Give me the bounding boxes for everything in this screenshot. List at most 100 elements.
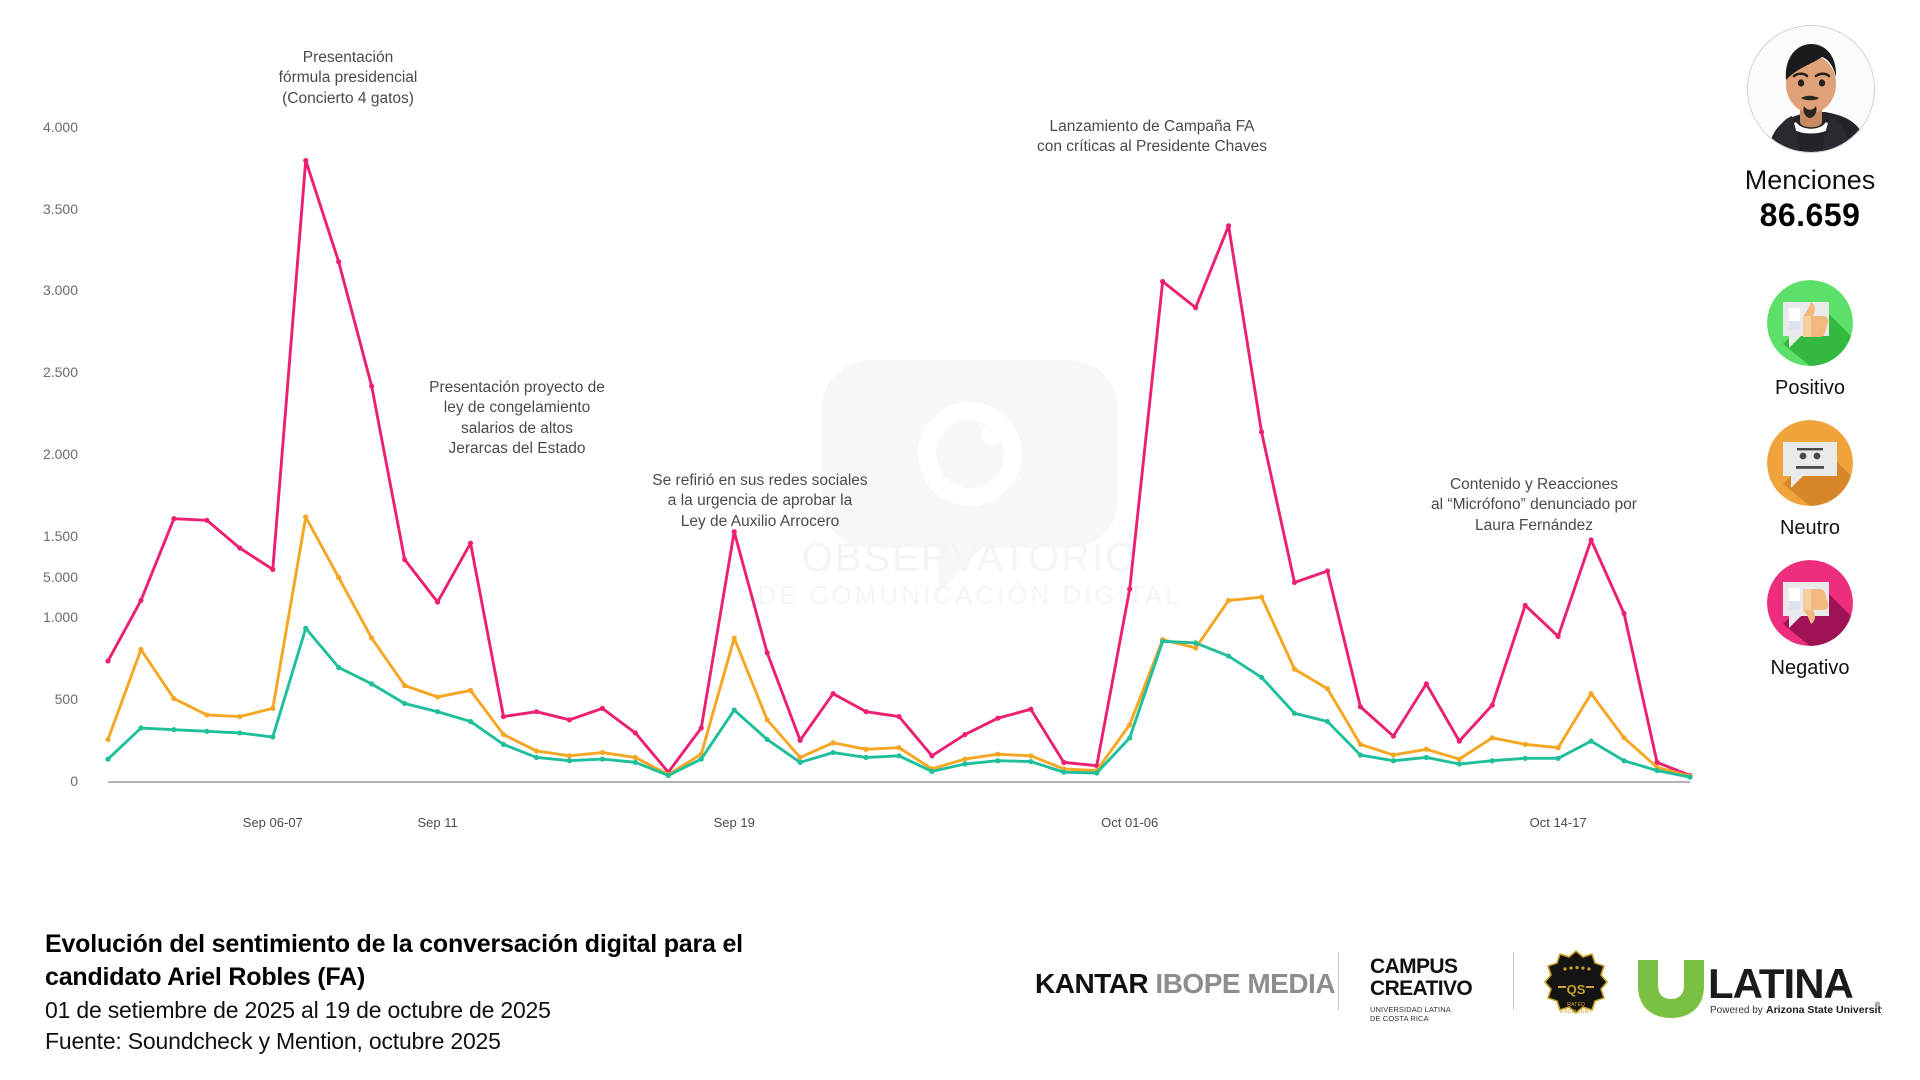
ulatina-logo: LATINA Powered by Arizona State Universi… bbox=[1632, 958, 1887, 1025]
data-point bbox=[1160, 638, 1166, 644]
data-point bbox=[1522, 602, 1528, 608]
data-point bbox=[863, 709, 869, 715]
data-point bbox=[1225, 597, 1232, 604]
data-point bbox=[797, 737, 803, 743]
logo-divider-2 bbox=[1513, 952, 1514, 1010]
data-point bbox=[533, 754, 540, 761]
data-point bbox=[138, 646, 144, 653]
y-axis-tick-label: 1.000 bbox=[42, 609, 78, 626]
y-axis-tick-label: 0 bbox=[70, 773, 78, 789]
ulatina-wordmark-icon: LATINA Powered by Arizona State Universi… bbox=[1638, 960, 1887, 1018]
y-axis-tick-label: 500 bbox=[54, 691, 78, 708]
x-axis-tick-label: Sep 11 bbox=[417, 815, 458, 830]
data-point bbox=[1258, 429, 1265, 435]
mentions-label: Menciones bbox=[1744, 165, 1876, 195]
sentiment-legend-item-positivo[interactable]: Positivo bbox=[1700, 280, 1920, 400]
data-point bbox=[105, 658, 111, 664]
chart-title-line-1: Evolución del sentimiento de la conversa… bbox=[45, 930, 743, 958]
chart-source: Fuente: Soundcheck y Mention, octubre 20… bbox=[45, 1027, 501, 1054]
data-point bbox=[1160, 278, 1166, 285]
data-point bbox=[434, 709, 441, 715]
title-block: Evolución del sentimiento de la conversa… bbox=[45, 928, 945, 1057]
data-point bbox=[467, 540, 474, 546]
data-point bbox=[896, 745, 902, 751]
data-point bbox=[1588, 537, 1594, 543]
data-point bbox=[698, 756, 704, 762]
data-point bbox=[171, 516, 177, 522]
data-point bbox=[599, 749, 605, 756]
data-point bbox=[599, 705, 605, 711]
data-point bbox=[336, 259, 342, 265]
candidate-avatar bbox=[1747, 25, 1875, 153]
y-axis-tick-label: 2.000 bbox=[42, 445, 78, 462]
data-point bbox=[270, 566, 276, 572]
data-point bbox=[830, 740, 836, 746]
data-point bbox=[1193, 645, 1199, 651]
y-axis-tick-label: 4.000 bbox=[42, 118, 78, 135]
data-point bbox=[402, 700, 408, 707]
data-point bbox=[402, 682, 408, 689]
campus-creativo-logo: CAMPUS CREATIVO UNIVERSIDAD LATINA DE CO… bbox=[1370, 956, 1500, 1023]
data-point bbox=[1061, 759, 1067, 765]
qs-rated-text: RATED bbox=[1567, 1002, 1585, 1008]
data-point bbox=[830, 691, 836, 697]
data-point bbox=[1489, 758, 1495, 764]
data-point bbox=[1654, 767, 1660, 774]
data-point bbox=[1390, 733, 1396, 739]
data-point bbox=[995, 751, 1001, 757]
chart-title-line-2: candidato Ariel Robles (FA) bbox=[45, 963, 366, 992]
data-point bbox=[237, 730, 243, 736]
data-point bbox=[1225, 223, 1232, 229]
data-point bbox=[566, 717, 573, 723]
data-point bbox=[896, 713, 902, 720]
thumbs-up-icon bbox=[1767, 280, 1853, 366]
data-point bbox=[764, 717, 770, 723]
data-point bbox=[533, 748, 540, 754]
data-point bbox=[1127, 586, 1133, 592]
data-point bbox=[1324, 568, 1331, 574]
x-axis-tick-label: Oct 14-17 bbox=[1529, 815, 1587, 830]
data-point bbox=[962, 756, 968, 762]
sidebar: Menciones 86.659 Positivo Neutro bbox=[1700, 0, 1920, 860]
data-point bbox=[962, 761, 968, 767]
data-point bbox=[1127, 722, 1133, 728]
data-point bbox=[1225, 653, 1232, 659]
data-point bbox=[1423, 681, 1429, 687]
data-point bbox=[1423, 754, 1429, 761]
ibope-media-wordmark: IBOPE MEDIA bbox=[1155, 968, 1336, 999]
y-axis-tick-label: 5.000 bbox=[42, 568, 78, 585]
chart-annotation: Presentación fórmula presidencial (Conci… bbox=[278, 49, 418, 107]
logo-strip: KANTAR IBOPE MEDIA CAMPUS CREATIVO UNIVE… bbox=[1020, 948, 1900, 1028]
campus-line-2: CREATIVO bbox=[1370, 976, 1473, 1000]
data-point bbox=[1489, 702, 1495, 708]
data-point bbox=[1291, 710, 1298, 716]
logo-divider-1 bbox=[1338, 952, 1339, 1010]
ulatina-latina-text: LATINA bbox=[1708, 960, 1854, 1007]
neutral-face-icon bbox=[1767, 420, 1853, 506]
x-axis-tick-label: Sep 19 bbox=[713, 815, 755, 830]
sentiment-legend-item-neutro[interactable]: Neutro bbox=[1700, 420, 1920, 540]
data-point bbox=[995, 715, 1001, 721]
qs-badge-icon: QS RATED EXCELLENT bbox=[1543, 949, 1609, 1015]
data-point bbox=[1621, 735, 1627, 741]
data-point bbox=[995, 758, 1001, 764]
sentiment-legend-item-negativo[interactable]: Negativo bbox=[1700, 560, 1920, 680]
data-point bbox=[731, 635, 737, 641]
data-point bbox=[1357, 741, 1364, 747]
data-point bbox=[1555, 745, 1561, 751]
data-point bbox=[434, 694, 441, 700]
data-point bbox=[1324, 686, 1331, 692]
data-point bbox=[171, 695, 177, 702]
sentiment-legend-label: Neutro bbox=[1779, 517, 1841, 539]
data-point bbox=[1687, 774, 1693, 780]
kantar-wordmark: KANTAR bbox=[1035, 968, 1149, 999]
data-point bbox=[369, 383, 375, 389]
data-point bbox=[1061, 769, 1067, 775]
thumbs-up-icon bbox=[1767, 280, 1853, 366]
data-point bbox=[105, 756, 111, 762]
data-point bbox=[204, 517, 210, 523]
data-point bbox=[1324, 718, 1331, 725]
data-point bbox=[1423, 746, 1429, 752]
data-point bbox=[1456, 738, 1462, 744]
data-point bbox=[632, 754, 638, 761]
